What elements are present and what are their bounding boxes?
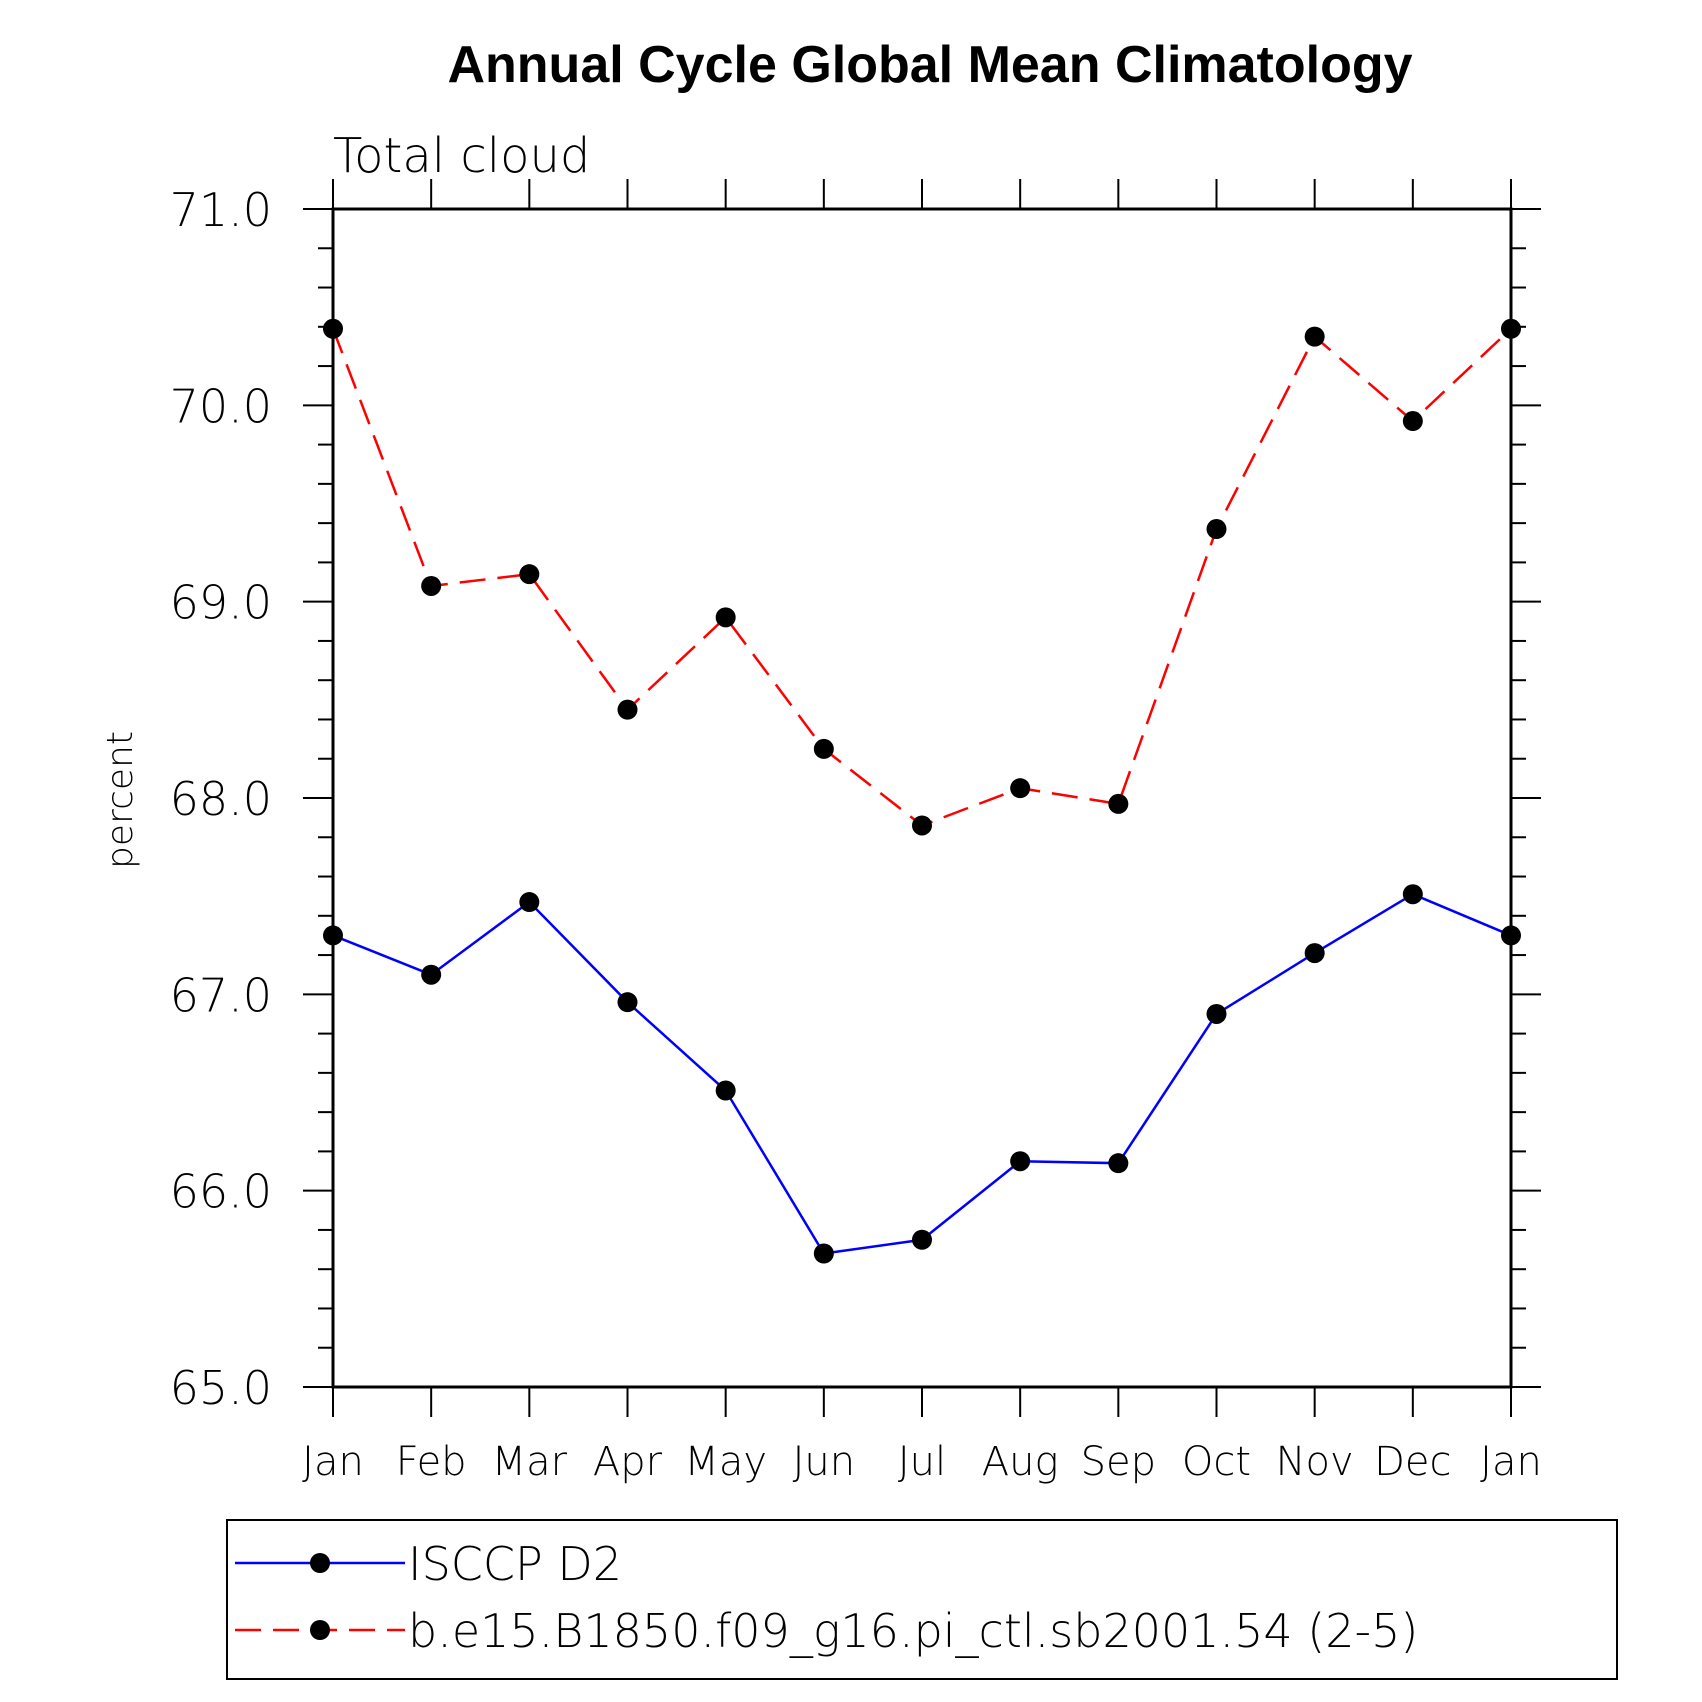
data-point: [421, 575, 442, 596]
x-tick-label: Feb: [396, 1439, 467, 1485]
data-point: [1010, 1151, 1031, 1172]
data-point: [1304, 326, 1325, 347]
x-tick-label: Sep: [1081, 1439, 1156, 1485]
legend-label: b.e15.B1850.f09_g16.pi_ctl.sb2001.54 (2-…: [408, 1604, 1418, 1658]
legend: ISCCP D2 b.e15.B1850.f09_g16.pi_ctl.sb200…: [226, 1519, 1618, 1680]
data-point: [421, 964, 442, 985]
x-tick-label: Nov: [1276, 1439, 1354, 1485]
x-tick-label: Dec: [1374, 1439, 1451, 1485]
data-point: [1108, 1153, 1129, 1174]
data-point: [813, 738, 834, 759]
series-1: [323, 884, 1521, 1264]
chart-subtitle: Total cloud: [333, 128, 590, 184]
legend-items: ISCCP D2 b.e15.B1850.f09_g16.pi_ctl.sb200…: [235, 1537, 1418, 1658]
x-tick-label: Jan: [1480, 1439, 1542, 1485]
y-axis: 65.0 66.0 67.0 68.0 69.0 70.0 71.0: [170, 183, 1541, 1415]
data-point: [912, 1229, 932, 1250]
y-tick-label: 66.0: [170, 1165, 272, 1219]
data-point: [1206, 1003, 1227, 1024]
x-tick-label: Mar: [492, 1439, 568, 1485]
y-tick-label: 67.0: [170, 968, 272, 1022]
x-axis: Jan Feb Mar Apr May Jun Jul Aug Sep Oct Nov Dec Jan: [302, 179, 1542, 1485]
x-tick-label: May: [684, 1439, 767, 1485]
data-point: [1402, 884, 1423, 905]
y-tick-label: 71.0: [170, 183, 272, 237]
data-point: [1108, 793, 1129, 814]
data-point: [1402, 411, 1423, 432]
x-tick-label: Aug: [982, 1439, 1059, 1485]
y-tick-label: 69.0: [170, 576, 272, 630]
x-tick-label: Jan: [302, 1439, 364, 1485]
x-tick-label: Jul: [898, 1439, 946, 1485]
data-point: [912, 815, 932, 836]
data-point: [1304, 943, 1325, 964]
series-layer: [323, 318, 1521, 1264]
data-point: [519, 564, 540, 585]
series-2: [323, 318, 1521, 836]
series-line: [331, 327, 1512, 827]
legend-marker: [310, 1620, 330, 1640]
data-point: [715, 1080, 736, 1101]
data-point: [1206, 519, 1227, 540]
x-tick-label: Jun: [793, 1439, 856, 1485]
data-point: [813, 1243, 834, 1264]
y-axis-label: percent: [100, 731, 141, 869]
data-point: [1010, 778, 1031, 799]
y-tick-label: 65.0: [170, 1361, 272, 1415]
y-tick-label: 68.0: [170, 772, 272, 826]
data-point: [519, 892, 540, 913]
legend-marker: [310, 1553, 330, 1573]
data-point: [715, 607, 736, 628]
x-tick-label: Apr: [593, 1439, 663, 1485]
y-tick-label: 70.0: [170, 379, 272, 433]
series-line: [332, 892, 1512, 1255]
x-tick-label: Oct: [1182, 1439, 1251, 1485]
legend-box: [226, 1519, 1618, 1680]
plot-frame: [331, 207, 1513, 1389]
chart-title: Annual Cycle Global Mean Climatology: [447, 36, 1412, 94]
legend-label: ISCCP D2: [408, 1537, 622, 1591]
data-point: [617, 992, 638, 1013]
data-point: [617, 699, 638, 720]
